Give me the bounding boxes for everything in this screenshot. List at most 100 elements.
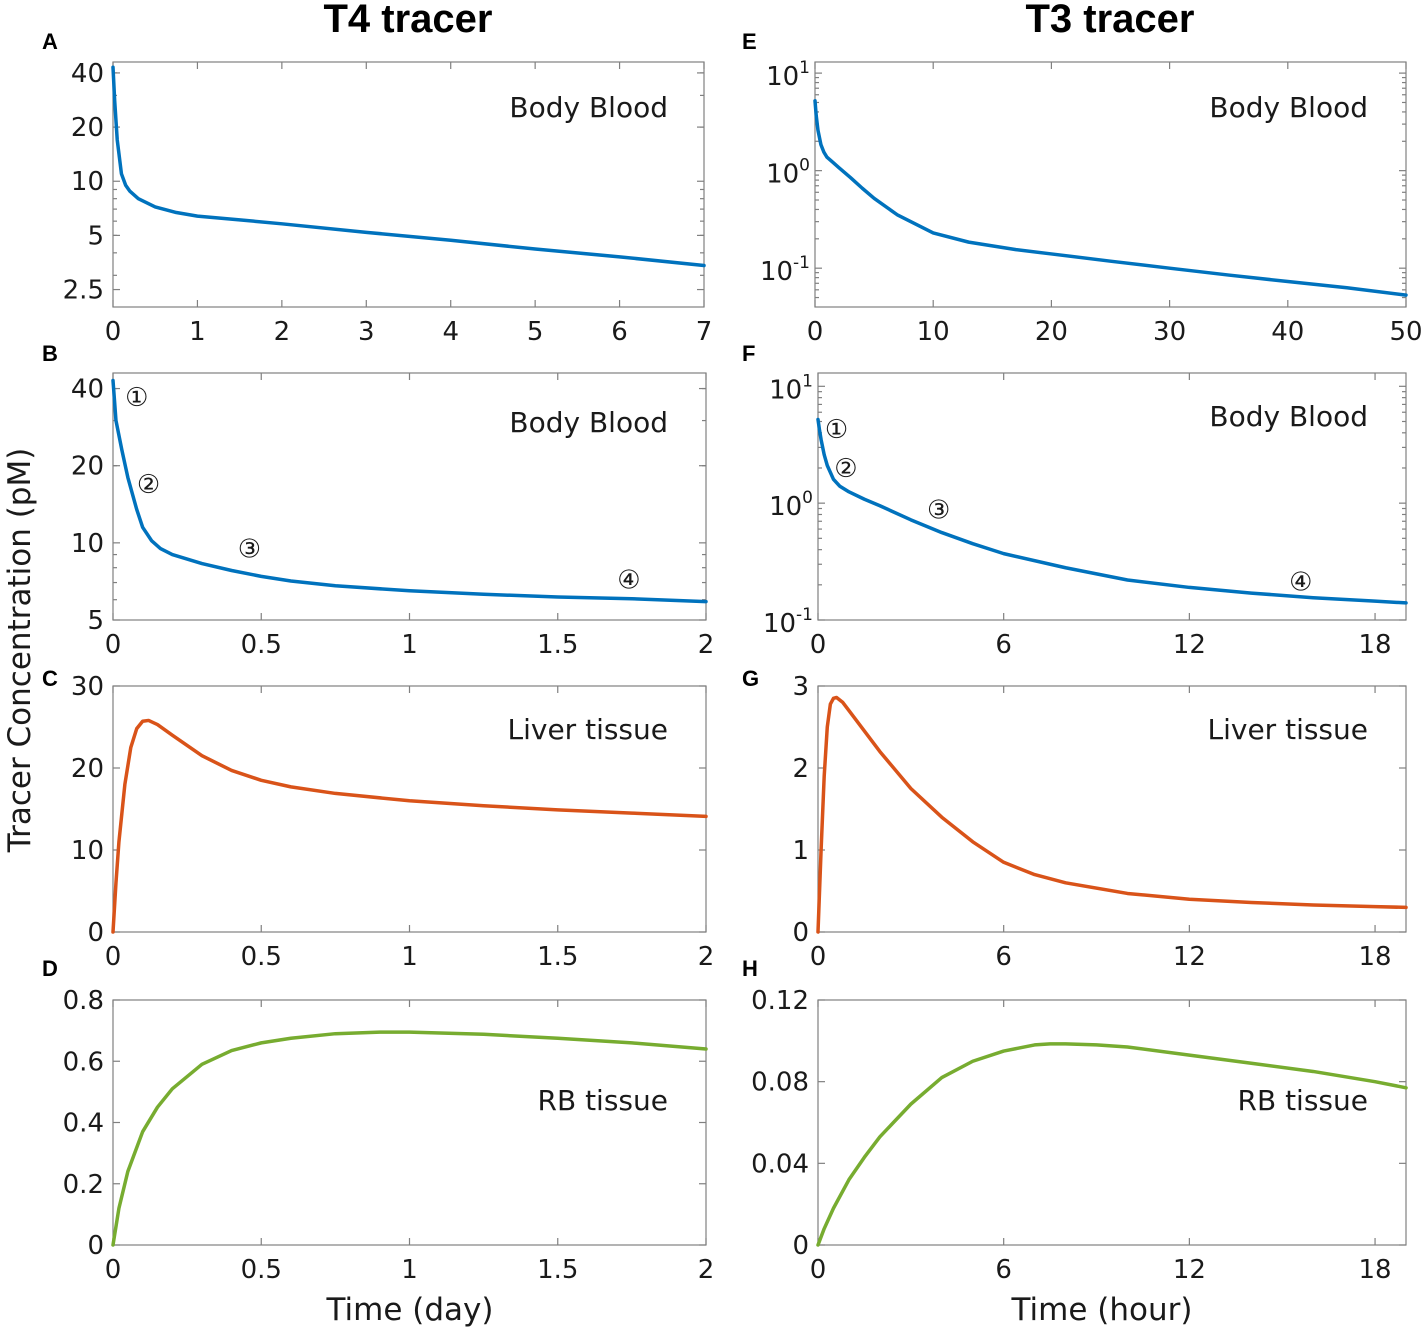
phase-marker: ③ [927,496,950,526]
panel-a: A 0 1 2 3 4 5 6 7 2.5 5 10 20 40 Body Blood [42,29,712,347]
x-tick-label: 7 [696,317,713,347]
series-line-blood [813,99,1408,297]
x-tick-label: 12 [1173,630,1206,660]
x-tick-label: 0 [105,942,122,972]
x-tick-label: 1.5 [537,630,578,660]
x-tick-label: 2 [698,1255,715,1285]
x-tick-label: 1 [401,1255,418,1285]
y-tick-label: 100 [769,488,813,522]
phase-marker: ① [125,383,148,413]
x-tick-label: 1.5 [537,1255,578,1285]
x-tick-label: 0 [810,1255,827,1285]
panel-letter: H [742,956,758,981]
x-tick-label: 5 [527,317,544,347]
series-line-blood [816,417,1408,605]
x-tick-label: 6 [995,630,1012,660]
panel-label: Body Blood [1209,91,1368,124]
plot-frame [817,999,1407,1246]
x-tick-label: 2 [698,630,715,660]
y-tick-label: 30 [71,672,104,702]
y-tick-label: 0.6 [63,1047,104,1077]
x-tick-label: 18 [1359,942,1392,972]
plot-frame [814,61,1407,308]
x-tick-label: 2 [698,942,715,972]
x-tick-label: 1 [189,317,206,347]
y-tick-label: 20 [71,754,104,784]
x-tick-label: 40 [1271,317,1304,347]
panel-b: B 0 0.5 1 1.5 2 5 10 20 40 Body Blood ① ② ③ ④ [42,341,714,660]
panel-label: Body Blood [1209,400,1368,433]
phase-marker: ② [834,454,857,484]
x-tick-label: 0 [807,317,824,347]
y-tick-label: 1 [792,836,809,866]
panel-label: RB tissue [1238,1084,1368,1117]
x-tick-label: 3 [358,317,375,347]
y-tick-label: 0.2 [63,1170,104,1200]
y-tick-label: 2 [792,754,809,784]
y-tick-label: 10-1 [760,253,810,287]
y-tick-label: 10 [71,167,104,197]
phase-marker: ② [137,470,160,500]
y-tick-label: 20 [71,113,104,143]
panel-letter: A [42,29,58,54]
x-axis-title-hour: Time (hour) [1011,1292,1193,1328]
column-title-t4: T4 tracer [324,0,493,41]
y-tick-label: 0 [792,1231,809,1261]
x-tick-label: 0 [105,317,122,347]
plot-frame [817,685,1407,933]
x-tick-label: 0.5 [241,942,282,972]
x-tick-label: 1.5 [537,942,578,972]
x-tick-label: 10 [917,317,950,347]
series-line-rb [111,1030,708,1247]
x-tick-label: 6 [995,1255,1012,1285]
x-tick-label: 18 [1359,1255,1392,1285]
y-tick-label: 5 [87,606,104,636]
y-tick-label: 10-1 [763,605,813,639]
x-tick-label: 0.5 [241,630,282,660]
plot-frame [112,61,705,308]
y-tick-label: 2.5 [63,276,104,306]
x-tick-label: 18 [1359,630,1392,660]
panel-letter: G [742,666,759,691]
y-tick-label: 101 [766,58,810,92]
series-line-blood [111,378,708,604]
x-tick-label: 12 [1173,1255,1206,1285]
y-tick-label: 3 [792,672,809,702]
phase-marker: ① [825,415,848,445]
x-tick-label: 1 [401,630,418,660]
panel-label: RB tissue [538,1084,668,1117]
x-tick-label: 20 [1035,317,1068,347]
y-tick-label: 0 [87,1231,104,1261]
panel-label: Body Blood [509,406,668,439]
series-line-rb [816,1042,1408,1247]
panel-label: Liver tissue [508,713,669,746]
y-tick-label: 0.04 [751,1149,809,1179]
phase-marker: ④ [617,565,640,595]
panel-letter: D [42,956,58,981]
y-tick-label: 0.4 [63,1109,104,1139]
x-tick-label: 0 [105,630,122,660]
series-line-liver [816,695,1408,934]
x-tick-label: 0.5 [241,1255,282,1285]
y-tick-label: 0 [792,918,809,948]
panel-letter: C [42,666,58,691]
x-axis-title-day: Time (day) [326,1292,494,1328]
y-tick-label: 20 [71,452,104,482]
panel-h: H 0 6 12 18 0 0.04 0.08 0.12 RB tissue [742,956,1408,1285]
x-tick-label: 30 [1153,317,1186,347]
panel-letter: F [742,341,755,366]
panel-letter: B [42,341,58,366]
y-axis-title: Tracer Concentration (pM) [2,448,38,854]
x-tick-label: 0 [105,1255,122,1285]
phase-marker: ③ [238,535,261,565]
panel-e: E 0 10 20 30 40 50 10-1 100 101 Body Blood [742,29,1423,347]
panel-label: Liver tissue [1208,713,1369,746]
y-tick-label: 5 [87,221,104,251]
y-tick-label: 101 [769,371,813,405]
plot-frame [817,372,1407,621]
y-tick-label: 10 [71,836,104,866]
series-line-blood [111,65,706,268]
